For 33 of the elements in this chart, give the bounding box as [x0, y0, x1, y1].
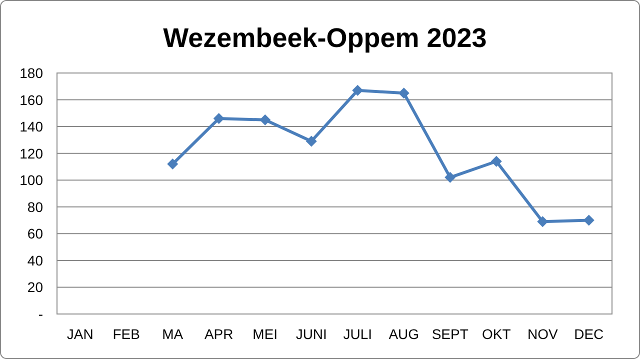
x-tick-label: MA	[162, 326, 184, 342]
x-tick-label: FEB	[112, 326, 140, 342]
point	[583, 214, 594, 226]
y-tick-label: -	[38, 306, 44, 322]
x-tick-label: DEC	[574, 326, 604, 342]
point	[490, 156, 502, 167]
x-tick-label: AUG	[388, 326, 420, 342]
point	[306, 136, 317, 147]
y-tick-label: 140	[20, 118, 44, 135]
y-tick-label: 120	[20, 145, 44, 162]
point	[444, 172, 456, 183]
x-tick-label: APR	[204, 326, 234, 342]
point	[167, 158, 178, 170]
y-tick-label: 20	[27, 279, 44, 296]
y-tick-label: 80	[27, 198, 44, 215]
x-tick-label: JUNI	[296, 326, 327, 342]
y-tick-label: 160	[20, 92, 44, 108]
x-tick-label: MEI	[252, 326, 278, 342]
chart-title: Wezembeek-Oppem 2023	[163, 23, 487, 53]
point	[398, 88, 410, 99]
y-tick-label: 100	[20, 172, 44, 188]
x-tick-label: SEPT	[432, 326, 469, 342]
point	[352, 84, 364, 96]
point	[537, 216, 548, 228]
y-tick-label: 60	[27, 226, 44, 242]
x-tick-label: OKT	[482, 326, 512, 342]
point	[213, 113, 224, 124]
x-tick-label: NOV	[527, 326, 558, 342]
point	[260, 114, 271, 126]
y-tick-label: 180	[20, 65, 44, 81]
x-tick-label: JULI	[343, 326, 372, 342]
x-tick-label: JAN	[66, 326, 94, 342]
y-tick-label: 40	[27, 252, 44, 268]
